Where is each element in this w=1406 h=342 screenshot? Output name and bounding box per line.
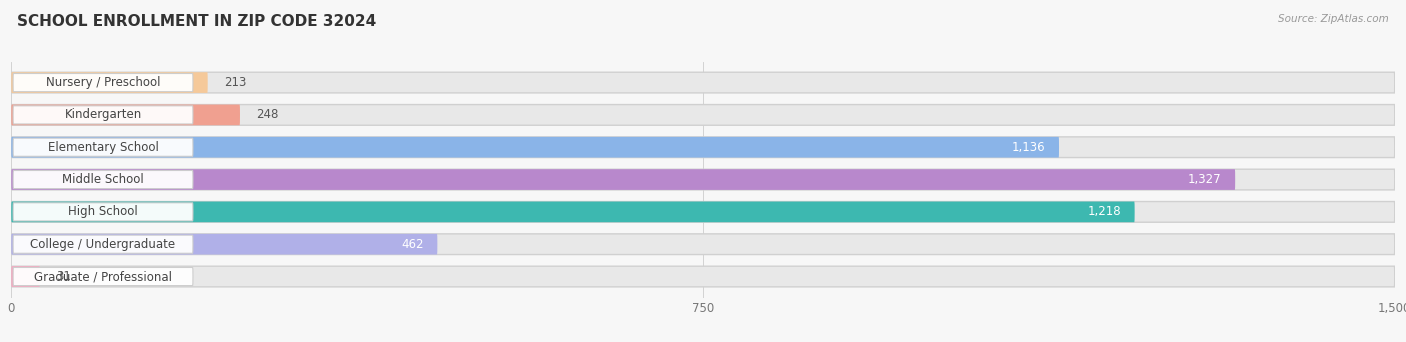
FancyBboxPatch shape (11, 72, 1395, 93)
Text: Source: ZipAtlas.com: Source: ZipAtlas.com (1278, 14, 1389, 24)
Text: College / Undergraduate: College / Undergraduate (31, 238, 176, 251)
FancyBboxPatch shape (11, 234, 437, 254)
Text: Graduate / Professional: Graduate / Professional (34, 270, 172, 283)
FancyBboxPatch shape (11, 234, 1395, 254)
Text: Kindergarten: Kindergarten (65, 108, 142, 121)
Text: Nursery / Preschool: Nursery / Preschool (46, 76, 160, 89)
FancyBboxPatch shape (13, 203, 193, 221)
FancyBboxPatch shape (11, 266, 1395, 287)
Text: High School: High School (67, 206, 138, 219)
FancyBboxPatch shape (11, 137, 1395, 158)
FancyBboxPatch shape (11, 72, 208, 93)
Text: Elementary School: Elementary School (48, 141, 159, 154)
FancyBboxPatch shape (11, 105, 240, 125)
Text: SCHOOL ENROLLMENT IN ZIP CODE 32024: SCHOOL ENROLLMENT IN ZIP CODE 32024 (17, 14, 377, 29)
FancyBboxPatch shape (13, 171, 193, 188)
FancyBboxPatch shape (13, 267, 193, 286)
Text: 1,136: 1,136 (1011, 141, 1045, 154)
Text: 462: 462 (401, 238, 423, 251)
FancyBboxPatch shape (13, 138, 193, 156)
FancyBboxPatch shape (11, 169, 1236, 190)
FancyBboxPatch shape (13, 235, 193, 253)
FancyBboxPatch shape (11, 105, 1395, 125)
FancyBboxPatch shape (11, 201, 1135, 222)
FancyBboxPatch shape (13, 106, 193, 124)
Text: 213: 213 (225, 76, 246, 89)
Text: 1,218: 1,218 (1087, 206, 1121, 219)
FancyBboxPatch shape (11, 137, 1059, 158)
Text: 1,327: 1,327 (1188, 173, 1222, 186)
Text: 31: 31 (56, 270, 72, 283)
FancyBboxPatch shape (11, 266, 39, 287)
FancyBboxPatch shape (11, 201, 1395, 222)
FancyBboxPatch shape (11, 169, 1395, 190)
FancyBboxPatch shape (13, 74, 193, 92)
Text: Middle School: Middle School (62, 173, 143, 186)
Text: 248: 248 (256, 108, 278, 121)
